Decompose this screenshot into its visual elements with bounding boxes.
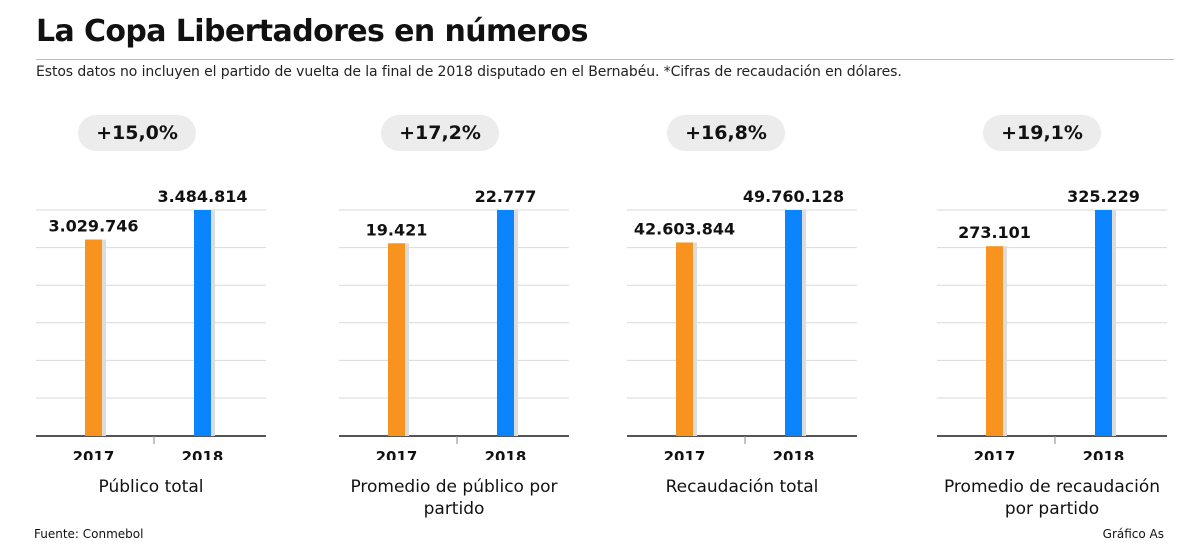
chart-label: Promedio de público por partido (350, 477, 558, 519)
chart-label: Público total (98, 477, 204, 497)
bar-2017 (676, 242, 693, 436)
bar-2018 (785, 210, 802, 436)
bar-chart: 19.421 2017 22.777 2018 (339, 187, 569, 460)
chart-panel-publico-total: +15,0% 3.029.746 2017 3.484.814 2018 Públic… (36, 110, 266, 530)
bar-2018 (194, 210, 211, 436)
bar-chart: 42.603.844 2017 49.760.128 2018 (627, 187, 857, 460)
page-subtitle: Estos datos no incluyen el partido de vu… (36, 64, 902, 80)
change-badge: +16,8% (667, 115, 785, 151)
chart-panel-recaudacion-total: +16,8% 42.603.844 2017 49.760.128 2018 Reca… (627, 110, 857, 530)
change-badge: +17,2% (381, 115, 499, 151)
data-label: 22.777 (475, 187, 537, 206)
x-tick-label: 2018 (182, 448, 224, 460)
data-label: 325.229 (1067, 187, 1140, 206)
x-tick-label: 2018 (773, 448, 815, 460)
bar-2018 (497, 210, 514, 436)
x-tick-label: 2017 (974, 448, 1016, 460)
bar-chart: 3.029.746 2017 3.484.814 2018 (36, 187, 266, 460)
data-label: 3.484.814 (157, 187, 247, 206)
change-badge: +19,1% (983, 115, 1101, 151)
chart-panel-promedio-recaudacion: +19,1% 273.101 2017 325.229 2018 Promedio d… (937, 110, 1167, 530)
bar-2017 (85, 239, 102, 436)
bar-chart: 273.101 2017 325.229 2018 (937, 187, 1167, 460)
change-badge: +15,0% (78, 115, 196, 151)
credit-note: Gráfico As (1102, 527, 1164, 541)
bar-2017 (388, 243, 405, 436)
x-tick-label: 2018 (485, 448, 527, 460)
bar-2018 (1095, 210, 1112, 436)
data-label: 3.029.746 (48, 217, 138, 236)
x-tick-label: 2017 (664, 448, 706, 460)
source-note: Fuente: Conmebol (34, 527, 144, 541)
x-tick-label: 2018 (1083, 448, 1125, 460)
chart-panel-promedio-publico: +17,2% 19.421 2017 22.777 2018 Promedio de … (339, 110, 569, 530)
data-label: 42.603.844 (634, 220, 735, 239)
title-divider (36, 59, 1174, 60)
page-title: La Copa Libertadores en números (36, 14, 588, 49)
x-tick-label: 2017 (376, 448, 418, 460)
x-tick-label: 2017 (73, 448, 115, 460)
data-label: 273.101 (958, 223, 1031, 242)
bar-2017 (986, 246, 1003, 436)
chart-label: Promedio de recaudación por partido (943, 477, 1161, 519)
chart-label: Recaudación total (665, 477, 819, 497)
data-label: 19.421 (366, 220, 428, 239)
data-label: 49.760.128 (743, 187, 844, 206)
